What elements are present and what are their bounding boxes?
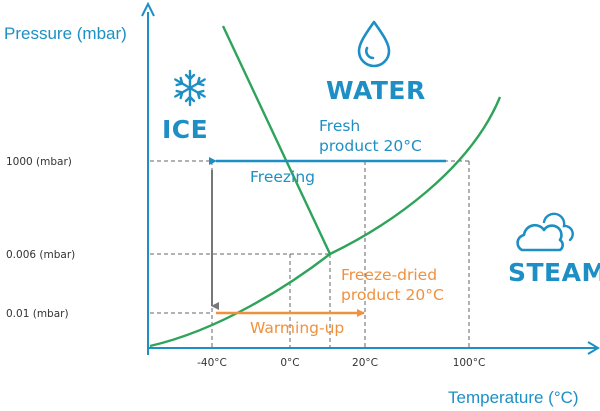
cloud-icon [516,212,574,252]
melting-curve [221,25,332,255]
freezing-label: Freezing [250,168,315,186]
x-tick-100: 100°C [453,357,486,369]
warming-up-label: Warming-up [250,319,344,337]
freeze-dried-label-line2: product 20°C [341,286,444,304]
y-tick-0-006: 0.006 (mbar) [6,249,75,261]
water-label: WATER [326,76,426,105]
x-axis [148,341,600,355]
x-tick-0: 0°C [280,357,299,369]
water-drop-icon [357,20,391,68]
fresh-label-line1: Fresh [319,117,360,135]
fresh-label-line2: product 20°C [319,137,422,155]
y-tick-1000: 1000 (mbar) [6,156,72,168]
y-axis-title: Pressure (mbar) [4,24,127,43]
freeze-dried-label-line1: Freeze-dried [341,266,437,284]
y-tick-0-01: 0.01 (mbar) [6,308,69,320]
x-tick-minus-40: -40°C [197,357,227,369]
snowflake-icon [174,69,206,107]
x-tick-20: 20°C [352,357,378,369]
ice-label: ICE [162,115,208,144]
steam-label: STEAM [508,258,600,287]
y-axis [141,1,155,355]
x-axis-title: Temperature (°C) [448,388,579,407]
